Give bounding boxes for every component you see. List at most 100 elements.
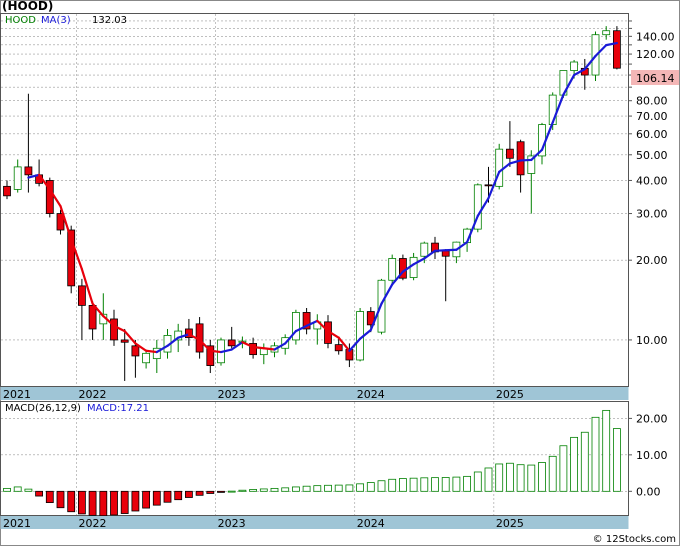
ma-segment	[198, 338, 212, 352]
macd-bar	[548, 455, 557, 492]
price-year-labels: 2021 2022 2023 2024 2025	[3, 388, 524, 401]
ma-segment	[583, 54, 597, 71]
price-panel: 140.00120.00100.0080.0070.0060.0050.0040…	[0, 13, 675, 401]
macd-bar	[78, 490, 86, 515]
ma-segment	[530, 148, 544, 162]
ma-segment	[412, 257, 426, 266]
price-candle	[516, 139, 525, 193]
macd-bar	[527, 464, 536, 492]
candle-body	[206, 345, 215, 366]
candle-body	[249, 343, 258, 356]
ma-segment	[391, 270, 404, 286]
price-tick-label: 120.00	[636, 48, 675, 61]
macd-bar	[45, 490, 54, 504]
macd-bar	[110, 490, 118, 516]
ma-segment	[369, 302, 383, 332]
candle-body	[13, 166, 22, 190]
price-candle	[3, 180, 11, 200]
ma-segment	[476, 197, 490, 217]
price-tick-label: 10.00	[636, 334, 668, 347]
ma-segment	[102, 315, 116, 327]
legend-ticker: HOOD	[5, 15, 36, 26]
macd-bar	[152, 490, 161, 506]
candle-body	[441, 250, 450, 257]
price-candle	[56, 209, 65, 235]
ma-segment	[562, 73, 576, 96]
macd-bar	[505, 462, 514, 492]
macd-bar	[142, 490, 151, 509]
price-candle	[613, 26, 621, 70]
ma-segment	[166, 336, 180, 347]
ma-segment	[80, 268, 94, 305]
candle-body	[505, 148, 514, 159]
last-price-badge: 106.14	[636, 72, 675, 85]
price-year-label: 2021	[3, 388, 31, 401]
ma-segment	[433, 249, 447, 252]
ma-segment	[337, 336, 351, 352]
ma-segment	[348, 337, 362, 352]
price-candle	[142, 349, 151, 369]
candle-body	[602, 30, 611, 36]
macd-bar	[120, 490, 129, 514]
ma-segment	[37, 173, 51, 191]
macd-bars	[3, 409, 621, 517]
macd-bar	[238, 489, 247, 492]
candle-body	[302, 312, 311, 330]
candle-body	[45, 180, 54, 214]
price-plot-area	[0, 13, 629, 387]
ma-segment	[444, 248, 458, 252]
ma-segment	[91, 302, 105, 318]
price-candle	[131, 339, 140, 378]
candle-body	[67, 229, 76, 287]
price-candle	[334, 336, 343, 355]
price-candle	[120, 328, 129, 381]
macd-bar	[131, 490, 140, 512]
ma-segment	[498, 162, 511, 173]
symbol-title: (HOOD)	[2, 0, 54, 13]
price-year-label: 2025	[496, 388, 524, 401]
macd-value-label: MACD:17.21	[87, 403, 149, 414]
price-gridlines	[1, 14, 632, 386]
macd-bar	[324, 484, 332, 492]
macd-bar	[270, 487, 279, 492]
macd-year-band	[0, 516, 629, 529]
price-candle	[88, 301, 97, 340]
macd-bar	[281, 487, 290, 492]
macd-bar	[88, 490, 97, 516]
macd-bar	[602, 409, 611, 492]
ma-segment	[262, 347, 276, 351]
macd-year-label: 2025	[496, 517, 524, 530]
price-candle	[45, 177, 54, 218]
macd-tick-label: 10.00	[636, 449, 668, 462]
macd-bar	[570, 436, 578, 492]
price-candle	[398, 254, 407, 281]
ma-segment	[294, 324, 308, 333]
candle-body	[366, 311, 375, 326]
macd-year-label: 2021	[3, 517, 31, 530]
macd-bar	[3, 487, 11, 492]
macd-bar	[495, 463, 504, 492]
macd-year-label: 2024	[357, 517, 385, 530]
macd-bar	[398, 478, 407, 492]
macd-bar	[345, 484, 354, 492]
candle-body	[484, 184, 493, 187]
price-tick-label: 40.00	[636, 174, 668, 187]
macd-bar	[291, 486, 300, 492]
macd-bar	[163, 490, 172, 503]
macd-bar	[227, 490, 236, 493]
price-tick-label: 70.00	[636, 110, 668, 123]
macd-bar	[356, 483, 365, 492]
price-candle	[505, 121, 514, 167]
ma-segment	[145, 349, 158, 354]
price-candle	[13, 159, 22, 193]
macd-bar	[302, 485, 311, 492]
macd-bar	[473, 471, 482, 492]
ma-segment	[70, 238, 84, 271]
macd-bar	[580, 431, 589, 492]
price-candle	[291, 309, 300, 345]
macd-bar	[184, 490, 193, 498]
price-candle	[152, 339, 161, 374]
ma-segment	[487, 170, 501, 200]
macd-bar	[613, 428, 621, 492]
